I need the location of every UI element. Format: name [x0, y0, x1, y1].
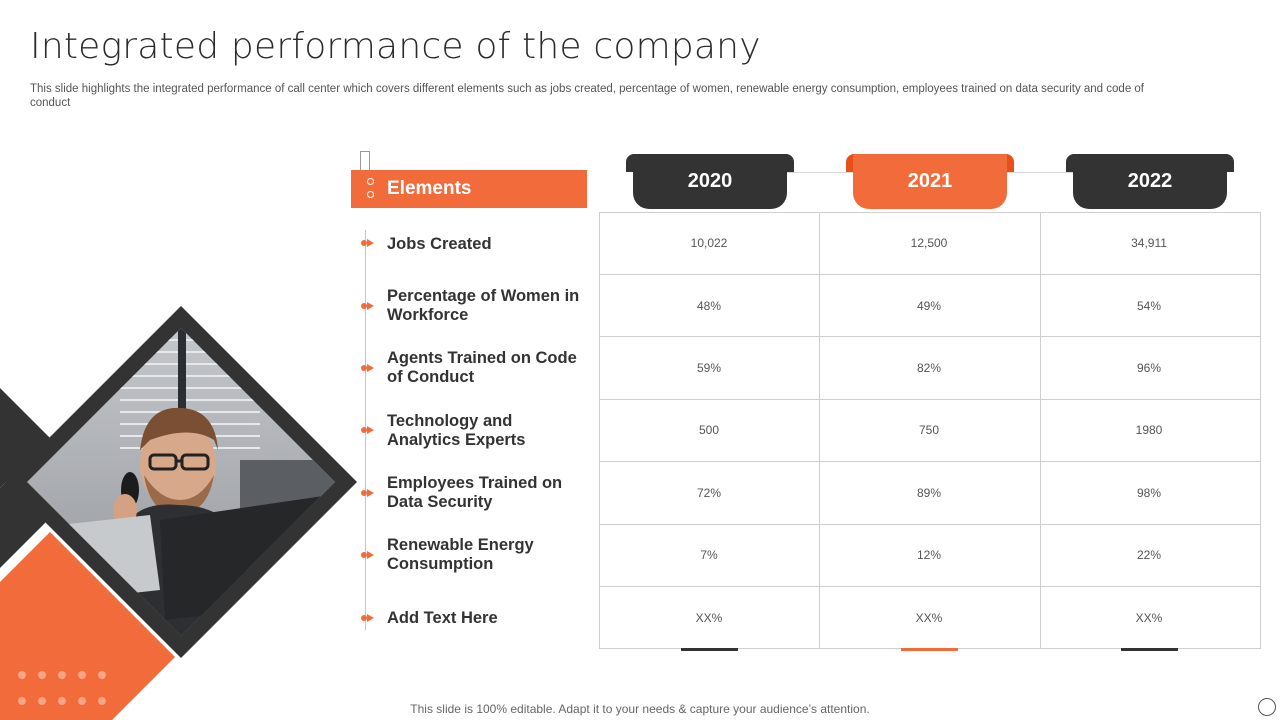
page-subtitle: This slide highlights the integrated per…	[30, 83, 1145, 109]
elements-header: Elements	[351, 170, 587, 208]
page-title: Integrated performance of the company	[30, 26, 761, 67]
row-marker-icon	[355, 487, 377, 499]
table-cell: 82%	[916, 361, 942, 375]
year-header-2020: 2020	[633, 154, 787, 209]
row-label-jobs-created: Jobs Created	[387, 234, 492, 253]
table-cell: 750	[918, 423, 940, 437]
year-header-2021: 2021	[853, 154, 1007, 209]
decorative-photo-graphic	[0, 306, 357, 720]
table-cell: 12%	[916, 548, 942, 562]
table-cell: 500	[698, 423, 720, 437]
year-connector	[1005, 172, 1075, 173]
table-cell: 1980	[1135, 423, 1163, 437]
table-divider	[599, 524, 1261, 525]
elements-header-label: Elements	[387, 178, 472, 199]
table-cell: XX%	[915, 611, 943, 625]
row-label-code-of-conduct: Agents Trained on Code of Conduct	[387, 349, 577, 386]
table-divider	[819, 212, 820, 649]
table-divider	[599, 399, 1261, 400]
table-cell: 89%	[916, 486, 942, 500]
table-cell: 96%	[1136, 361, 1162, 375]
dot-pattern	[18, 671, 106, 705]
table-cell: 7%	[700, 548, 718, 562]
corner-circle-icon	[1258, 698, 1276, 716]
row-label-data-security: Employees Trained on Data Security	[387, 474, 563, 511]
row-marker-icon	[355, 549, 377, 561]
table-cell: 34,911	[1131, 236, 1167, 250]
table-divider	[1040, 212, 1041, 649]
table-divider	[599, 336, 1261, 337]
year-header-2022: 2022	[1073, 154, 1227, 209]
column-accent-bar	[1121, 648, 1178, 651]
footer-note: This slide is 100% editable. Adapt it to…	[410, 702, 870, 716]
table-cell: 72%	[696, 486, 722, 500]
header-connector	[360, 151, 370, 170]
table-cell: 49%	[916, 299, 942, 313]
table-cell: 54%	[1136, 299, 1162, 313]
row-marker-icon	[355, 237, 377, 249]
table-cell: XX%	[1135, 611, 1163, 625]
table-divider	[599, 461, 1261, 462]
table-cell: XX%	[695, 611, 723, 625]
year-connector	[786, 172, 854, 173]
table-cell: 48%	[696, 299, 722, 313]
row-label-analytics-experts: Technology and Analytics Experts	[387, 412, 526, 449]
row-label-add-text: Add Text Here	[387, 608, 498, 627]
ring-icons	[367, 178, 375, 200]
column-accent-bar	[681, 648, 738, 651]
row-label-women-workforce: Percentage of Women in Workforce	[387, 287, 580, 324]
table-cell: 59%	[696, 361, 722, 375]
column-accent-bar	[901, 648, 958, 651]
row-marker-icon	[355, 424, 377, 436]
table-divider	[599, 586, 1261, 587]
row-marker-icon	[355, 300, 377, 312]
table-cell: 22%	[1136, 548, 1162, 562]
table-divider	[599, 274, 1261, 275]
table-cell: 10,022	[690, 236, 728, 250]
row-label-renewable-energy: Renewable Energy Consumption	[387, 536, 534, 573]
row-marker-icon	[355, 362, 377, 374]
table-cell: 98%	[1136, 486, 1162, 500]
table-cell: 12,500	[910, 236, 948, 250]
row-marker-icon	[355, 612, 377, 624]
